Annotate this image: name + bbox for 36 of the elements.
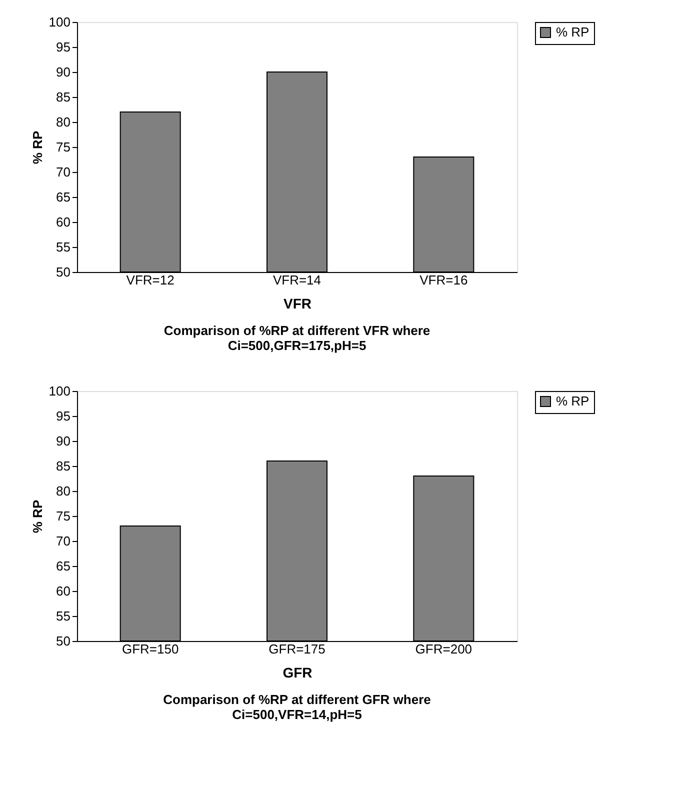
y-tick-label: 95	[56, 408, 70, 424]
y-tick-label: 60	[56, 214, 70, 230]
y-tick-label: 50	[56, 264, 70, 280]
x-tick-label: GFR=200	[415, 642, 472, 656]
y-tick-label: 60	[56, 584, 70, 598]
y-tick-label: 75	[56, 508, 70, 524]
y-tick-label: 65	[56, 190, 70, 204]
x-tick-label: GFR=150	[122, 642, 179, 656]
y-tick-label: 70	[56, 534, 70, 548]
y-tick-label: 85	[56, 90, 70, 104]
y-tick-label: 80	[56, 114, 70, 130]
text: Comparison of %RP at different GFR where Ci=500,VFR=14,pH=5	[163, 692, 431, 722]
x-axis-title: VFR	[284, 296, 312, 312]
y-tick-label: 100	[48, 384, 70, 398]
y-tick-label: 55	[56, 240, 70, 254]
y-tick-label: 90	[56, 434, 70, 448]
y-tick-label: 100	[48, 14, 70, 30]
x-axis-title: GFR	[282, 664, 312, 680]
y-tick-label: 75	[56, 140, 70, 154]
x-tick-label: VFR=16	[420, 272, 468, 288]
y-tick-label: 55	[56, 608, 70, 624]
legend-label: % RP	[556, 394, 590, 408]
y-tick-label: 95	[56, 40, 70, 54]
legend-label: % RP	[556, 24, 590, 40]
y-tick-label: 80	[56, 484, 70, 498]
y-tick-label: 70	[56, 164, 70, 180]
y-axis-title: % RP	[30, 130, 45, 164]
y-axis-title: % RP	[30, 500, 45, 534]
x-tick-label: GFR=175	[268, 642, 326, 656]
y-tick-label: 85	[56, 458, 70, 474]
text: Comparison of %RP at different VFR where Ci=500,GFR=175,pH=5	[164, 323, 430, 353]
x-tick-label: VFR=12	[126, 272, 174, 288]
y-tick-label: 65	[56, 558, 70, 574]
x-tick-label: VFR=14	[272, 272, 322, 288]
y-tick-label: 50	[56, 634, 70, 648]
y-tick-label: 90	[56, 64, 70, 80]
